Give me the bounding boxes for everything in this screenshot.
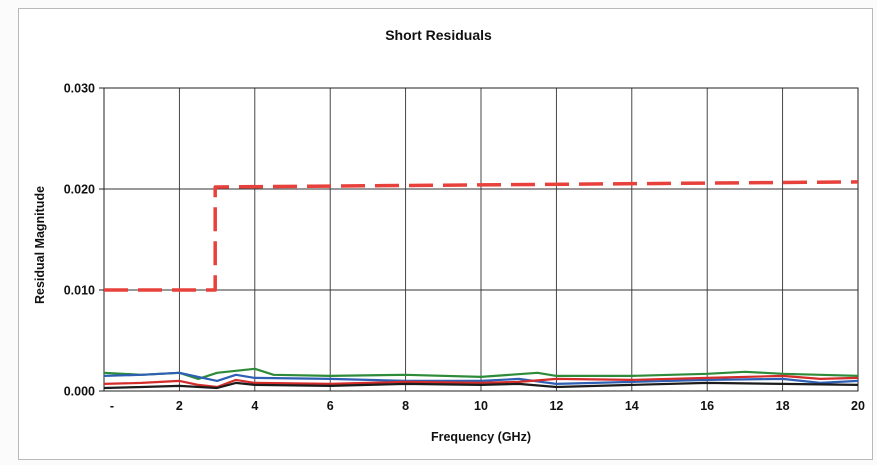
y-tick-label: 0.010 [64, 284, 95, 298]
x-tick-label: 8 [402, 399, 409, 413]
grid [104, 88, 858, 391]
y-tick-label: 0.030 [64, 82, 95, 96]
y-tick-label: 0.000 [64, 385, 95, 399]
x-tick-label: - [110, 399, 114, 413]
series-line-5 [103, 381, 859, 390]
series-line-2 [103, 367, 859, 380]
x-tick-label: 18 [776, 399, 790, 413]
y-axis-label: Residual Magnitude [33, 186, 47, 304]
x-tick-label: 4 [251, 399, 258, 413]
x-tick-label: 14 [625, 399, 639, 413]
x-tick-label: 20 [851, 399, 865, 413]
x-tick-label: 10 [474, 399, 488, 413]
x-tick-label: 12 [549, 399, 563, 413]
series-line-4 [103, 374, 859, 389]
series-group [103, 180, 859, 390]
y-tick-label: 0.020 [64, 183, 95, 197]
series-line-1 [104, 180, 859, 292]
x-tick-label: 16 [700, 399, 714, 413]
chart-title: Short Residuals [385, 27, 492, 43]
x-tick-label: 2 [176, 399, 183, 413]
x-axis-label: Frequency (GHz) [431, 430, 531, 444]
plot-area-border [103, 87, 859, 392]
ticks-group: - 2 4 6 8 10 12 14 16 18 20 0.000 0.010 0.020 0.030 [64, 82, 865, 414]
x-tick-label: 6 [327, 399, 334, 413]
